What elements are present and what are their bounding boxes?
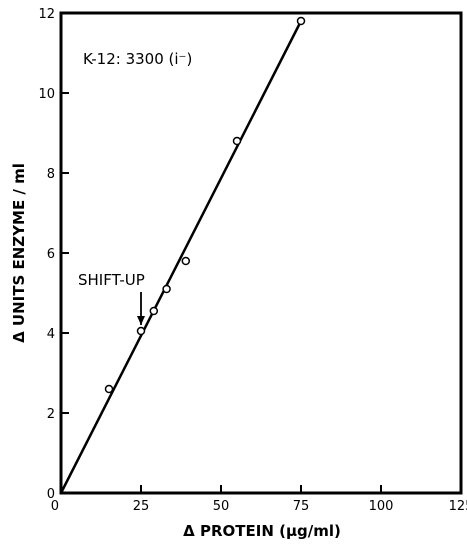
shift-up-annotation: SHIFT-UP xyxy=(78,271,145,289)
y-tick-label: 6 xyxy=(47,247,55,262)
y-tick-label: 4 xyxy=(47,327,55,342)
x-tick-label: 75 xyxy=(293,499,310,514)
strain-annotation: K-12: 3300 (i⁻) xyxy=(83,50,192,68)
data-points xyxy=(104,16,306,394)
y-tick-label: 8 xyxy=(47,167,55,182)
data-point xyxy=(181,256,191,266)
x-tick-label: 25 xyxy=(133,499,150,514)
y-tick-label: 2 xyxy=(47,407,55,422)
data-point xyxy=(162,284,171,294)
ticks xyxy=(60,12,462,494)
shift-up-arrow xyxy=(137,292,145,325)
y-axis-label: Δ UNITS ENZYME / ml xyxy=(10,163,28,343)
y-tick-label: 0 xyxy=(47,487,55,502)
x-tick-label: 100 xyxy=(369,499,394,514)
y-tick-label: 10 xyxy=(38,87,55,102)
data-point xyxy=(104,384,114,394)
fit-line xyxy=(59,20,303,494)
x-tick-label: 0 xyxy=(51,499,59,514)
data-point xyxy=(136,326,146,336)
data-point xyxy=(149,306,159,316)
y-tick-label: 12 xyxy=(38,7,55,22)
arrow-head xyxy=(137,316,145,325)
x-axis-label: Δ PROTEIN (µg/ml) xyxy=(183,522,341,540)
data-point xyxy=(296,16,306,26)
tick-labels: 0 25 50 75 100 125 0 2 4 6 8 10 12 xyxy=(38,7,467,514)
x-tick-label: 50 xyxy=(213,499,230,514)
fit-line-group xyxy=(59,20,303,494)
plot-frame xyxy=(59,11,463,495)
x-tick-label: 125 xyxy=(449,499,467,514)
data-point xyxy=(232,136,242,146)
